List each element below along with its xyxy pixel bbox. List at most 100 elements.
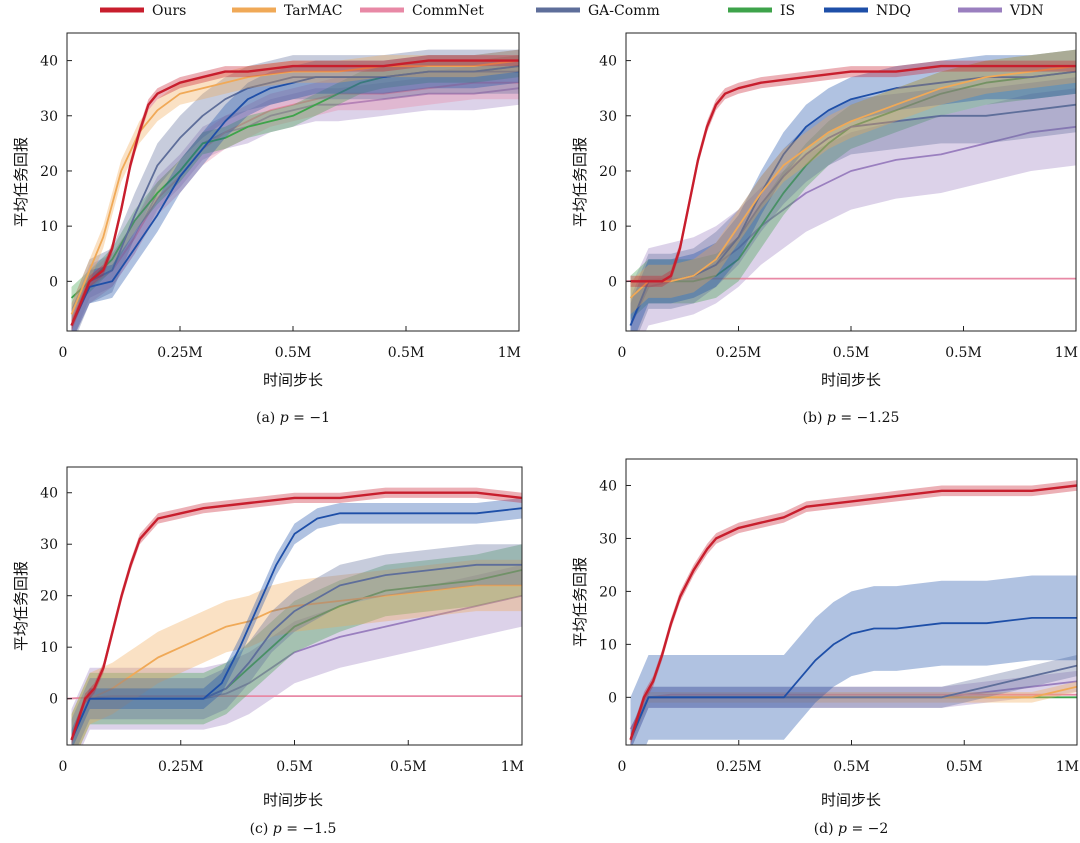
legend-item-ga-comm: GA-Comm bbox=[536, 3, 660, 19]
x-tick-label: 0 bbox=[59, 345, 68, 361]
series-line-ndq bbox=[70, 65, 519, 326]
legend-item-is: IS bbox=[728, 3, 795, 19]
caption-variable: p bbox=[827, 410, 836, 426]
y-tick-label: 30 bbox=[599, 109, 617, 125]
series-line-commnet bbox=[626, 277, 1076, 283]
x-axis-label: 时间步长 bbox=[821, 791, 881, 809]
y-tick-label: 20 bbox=[40, 164, 58, 180]
caption-value: = −1.5 bbox=[282, 821, 337, 837]
y-tick-label: 0 bbox=[608, 274, 617, 290]
legend-label-commnet: CommNet bbox=[412, 3, 484, 19]
series-line-ours bbox=[630, 64, 1076, 283]
y-tick-label: 0 bbox=[49, 692, 58, 708]
x-tick-label: 0.25M bbox=[716, 759, 762, 775]
x-tick-label: 1M bbox=[1056, 759, 1079, 775]
x-axis-label: 时间步长 bbox=[263, 371, 323, 389]
series-line-ours bbox=[70, 59, 519, 326]
panel-caption: (d) p = −2 bbox=[814, 821, 889, 837]
series-line-tarmac bbox=[70, 584, 522, 741]
legend-label-vdn: VDN bbox=[1009, 3, 1044, 19]
x-tick-label: 0.5M bbox=[833, 759, 870, 775]
band-ndq bbox=[71, 49, 519, 331]
caption-variable: p bbox=[838, 821, 847, 837]
caption-value: = −1.25 bbox=[836, 410, 900, 426]
legend-item-tarmac: TarMAC bbox=[232, 3, 342, 19]
caption-prefix: (b) bbox=[803, 410, 827, 426]
band-vdn bbox=[630, 670, 1077, 745]
x-tick-label: 0.5M bbox=[946, 759, 983, 775]
legend-item-vdn: VDN bbox=[958, 3, 1044, 19]
band-ndq bbox=[630, 575, 1077, 745]
y-tick-label: 0 bbox=[49, 274, 58, 290]
caption-prefix: (c) bbox=[250, 821, 273, 837]
y-tick-label: 10 bbox=[40, 219, 58, 235]
y-axis-label: 平均任务回报 bbox=[571, 137, 589, 227]
legend-label-ours: Ours bbox=[152, 3, 186, 19]
legend-label-ga-comm: GA-Comm bbox=[588, 3, 660, 19]
x-tick-label: 1M bbox=[498, 345, 521, 361]
series-line-ours bbox=[629, 484, 1077, 741]
legend-item-ndq: NDQ bbox=[824, 3, 911, 19]
x-axis-label: 时间步长 bbox=[821, 371, 881, 389]
series-line-is bbox=[629, 70, 1076, 299]
legend-item-ours: Ours bbox=[100, 3, 186, 19]
plot-area bbox=[67, 487, 522, 745]
series-line-tarmac bbox=[629, 65, 1076, 299]
series-line-commnet bbox=[70, 81, 519, 326]
plot-area bbox=[626, 49, 1076, 331]
caption-value: = −1 bbox=[289, 410, 330, 426]
y-axis-label: 平均任务回报 bbox=[12, 561, 30, 651]
band-ndq bbox=[71, 497, 522, 745]
panel-caption: (b) p = −1.25 bbox=[803, 410, 900, 426]
x-tick-label: 0.25M bbox=[716, 345, 762, 361]
band-commnet bbox=[71, 66, 519, 331]
legend-label-is: IS bbox=[780, 3, 795, 19]
band-tarmac bbox=[71, 559, 522, 745]
band-is bbox=[71, 55, 519, 309]
caption-value: = −2 bbox=[847, 821, 888, 837]
x-tick-label: 0.5M bbox=[390, 759, 427, 775]
x-tick-label: 0.25M bbox=[158, 759, 204, 775]
y-tick-label: 30 bbox=[599, 531, 617, 547]
band-ga-comm bbox=[71, 49, 519, 331]
x-tick-label: 0 bbox=[59, 759, 68, 775]
x-tick-label: 0.5M bbox=[388, 345, 425, 361]
series-line-ours bbox=[70, 491, 522, 741]
x-tick-label: 0 bbox=[618, 759, 627, 775]
band-vdn bbox=[71, 71, 519, 331]
y-tick-label: 0 bbox=[608, 690, 617, 706]
x-tick-label: 1M bbox=[1055, 345, 1078, 361]
y-tick-label: 40 bbox=[40, 486, 58, 502]
legend: Ours TarMAC CommNet GA-Comm IS NDQ VDN bbox=[100, 3, 1044, 19]
caption-variable: p bbox=[280, 410, 289, 426]
series-line-tarmac bbox=[70, 59, 519, 315]
y-tick-label: 20 bbox=[599, 584, 617, 600]
y-tick-label: 40 bbox=[599, 54, 617, 70]
band-is bbox=[630, 49, 1076, 320]
x-tick-label: 0.5M bbox=[945, 345, 982, 361]
series-line-ndq bbox=[70, 507, 522, 741]
x-tick-label: 0 bbox=[618, 345, 627, 361]
y-tick-label: 10 bbox=[599, 219, 617, 235]
caption-variable: p bbox=[273, 821, 282, 837]
y-tick-label: 10 bbox=[599, 637, 617, 653]
plot-area bbox=[70, 49, 519, 331]
y-axis-label: 平均任务回报 bbox=[571, 557, 589, 647]
x-tick-label: 0.5M bbox=[275, 345, 312, 361]
legend-label-ndq: NDQ bbox=[876, 3, 911, 19]
y-tick-label: 30 bbox=[40, 109, 58, 125]
x-axis-label: 时间步长 bbox=[263, 791, 323, 809]
x-tick-label: 1M bbox=[501, 759, 524, 775]
plot-area bbox=[629, 480, 1077, 745]
series-line-ndq bbox=[629, 617, 1077, 741]
band-vdn bbox=[71, 564, 522, 745]
y-tick-label: 20 bbox=[599, 164, 617, 180]
y-tick-label: 20 bbox=[40, 589, 58, 605]
band-ga-comm bbox=[71, 544, 522, 745]
legend-item-commnet: CommNet bbox=[360, 3, 484, 19]
